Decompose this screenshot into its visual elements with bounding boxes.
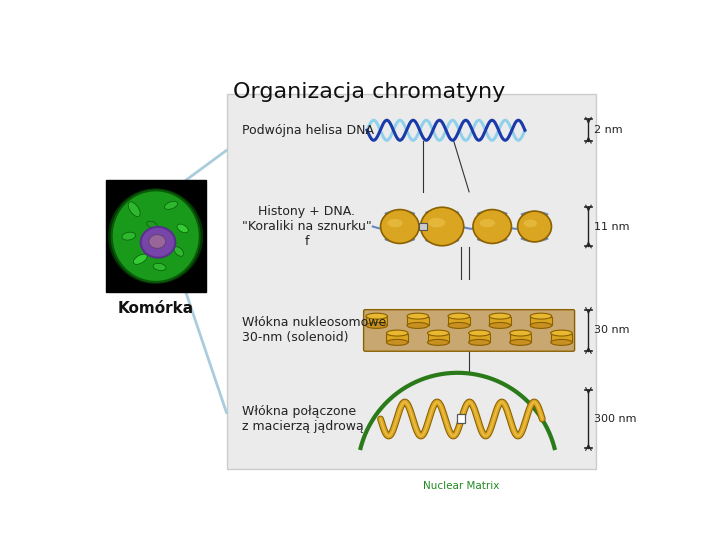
Text: Komórka: Komórka	[117, 301, 194, 316]
Text: 300 nm: 300 nm	[594, 414, 636, 424]
Text: 11 nm: 11 nm	[594, 221, 629, 232]
Text: 30 nm: 30 nm	[594, 326, 629, 335]
Ellipse shape	[122, 232, 135, 240]
Ellipse shape	[366, 322, 387, 328]
Text: Włókna połączone
z macierzą jądrową: Włókna połączone z macierzą jądrową	[242, 405, 364, 433]
Ellipse shape	[128, 202, 140, 217]
Ellipse shape	[174, 247, 184, 256]
Ellipse shape	[381, 210, 419, 244]
Bar	[419, 222, 427, 231]
Text: Histony + DNA.
"Koraliki na sznurku"
f: Histony + DNA. "Koraliki na sznurku" f	[242, 205, 372, 248]
Ellipse shape	[420, 207, 464, 246]
Bar	[456, 414, 465, 423]
Ellipse shape	[510, 330, 531, 336]
Ellipse shape	[473, 210, 511, 244]
Text: Włókna nukleosomowe
30-nm (solenoid): Włókna nukleosomowe 30-nm (solenoid)	[242, 316, 386, 345]
Ellipse shape	[153, 264, 166, 271]
Ellipse shape	[112, 190, 199, 282]
Ellipse shape	[489, 313, 510, 319]
Ellipse shape	[510, 340, 531, 346]
Ellipse shape	[387, 330, 408, 336]
Ellipse shape	[551, 340, 572, 346]
FancyBboxPatch shape	[387, 334, 408, 342]
Ellipse shape	[518, 211, 552, 242]
Ellipse shape	[407, 313, 428, 319]
Ellipse shape	[149, 234, 166, 248]
FancyBboxPatch shape	[489, 317, 510, 326]
Ellipse shape	[428, 218, 446, 227]
Ellipse shape	[469, 330, 490, 336]
FancyBboxPatch shape	[469, 334, 490, 342]
Text: Podwójna helisa DNA: Podwójna helisa DNA	[242, 124, 374, 137]
Bar	[106, 180, 206, 292]
Text: 2 nm: 2 nm	[594, 125, 623, 135]
FancyBboxPatch shape	[551, 334, 572, 342]
Ellipse shape	[407, 322, 428, 328]
FancyBboxPatch shape	[428, 334, 449, 342]
Ellipse shape	[448, 313, 469, 319]
Ellipse shape	[530, 313, 552, 319]
FancyBboxPatch shape	[407, 317, 428, 326]
Ellipse shape	[147, 221, 157, 228]
Ellipse shape	[387, 340, 408, 346]
Ellipse shape	[480, 219, 495, 227]
Ellipse shape	[551, 330, 572, 336]
Ellipse shape	[140, 227, 176, 258]
Ellipse shape	[523, 220, 537, 227]
FancyBboxPatch shape	[364, 309, 575, 351]
FancyBboxPatch shape	[530, 317, 552, 326]
Ellipse shape	[489, 322, 510, 328]
Ellipse shape	[530, 322, 552, 328]
Ellipse shape	[164, 201, 178, 210]
Ellipse shape	[177, 224, 188, 233]
Ellipse shape	[428, 340, 449, 346]
FancyBboxPatch shape	[227, 94, 596, 469]
Text: Nuclear Matrix: Nuclear Matrix	[423, 481, 500, 491]
Ellipse shape	[469, 340, 490, 346]
Ellipse shape	[387, 219, 402, 227]
Ellipse shape	[448, 322, 469, 328]
Text: Organizacja chromatyny: Organizacja chromatyny	[233, 82, 505, 102]
Ellipse shape	[113, 193, 198, 279]
Ellipse shape	[118, 198, 193, 274]
Ellipse shape	[366, 313, 387, 319]
FancyBboxPatch shape	[510, 334, 531, 342]
Ellipse shape	[428, 330, 449, 336]
FancyBboxPatch shape	[366, 317, 387, 326]
Ellipse shape	[133, 254, 148, 264]
FancyBboxPatch shape	[448, 317, 469, 326]
Ellipse shape	[108, 188, 203, 284]
